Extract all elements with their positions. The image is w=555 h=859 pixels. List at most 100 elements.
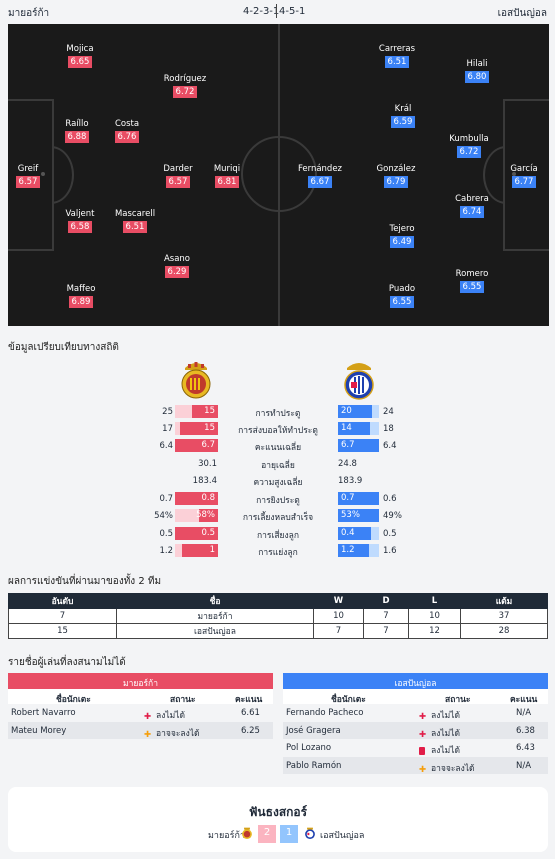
player-name: Romero — [455, 269, 489, 279]
home-team-name[interactable]: มายอร์ก้า — [8, 8, 50, 19]
list-item[interactable]: Fernando Pacheco ✚ ลงไม่ได้ N/A — [283, 704, 548, 722]
away-player[interactable]: Cabrera 6.74 — [442, 194, 502, 218]
player-rating: 6.57 — [15, 176, 41, 188]
unavailable-status: ลงไม่ได้ — [156, 711, 186, 721]
list-item[interactable]: Pol Lozano ลงไม่ได้ 6.43 — [283, 739, 548, 757]
unavailable-status: ลงไม่ได้ — [431, 728, 461, 739]
stat-away-bar: 20 — [338, 405, 379, 418]
stat-row: 25 15 การทำประตู 20 24 — [0, 404, 555, 420]
h2h-cell[interactable]: เอสปันญ่อล — [116, 623, 314, 639]
list-item[interactable]: José Gragera ✚ ลงไม่ได้ 6.38 — [283, 721, 548, 740]
home-player[interactable]: Mojica 6.65 — [50, 44, 110, 68]
player-rating: 6.79 — [383, 176, 409, 188]
h2h-cell: 7 — [363, 623, 409, 639]
unavailable-status: ลงไม่ได้ — [431, 711, 461, 721]
away-player[interactable]: Carreras 6.51 — [367, 44, 427, 68]
unavailable-player-name: Mateu Morey — [11, 725, 67, 736]
away-player[interactable]: García 6.77 — [494, 164, 549, 188]
stat-home-bar: 15 — [175, 422, 218, 435]
home-player[interactable]: Raíllo 6.88 — [47, 119, 107, 143]
home-player[interactable]: Mascarell 6.51 — [105, 209, 165, 233]
player-rating: 6.51 — [384, 56, 410, 68]
home-player[interactable]: Rodríguez 6.72 — [155, 74, 215, 98]
home-player[interactable]: Greif 6.57 — [8, 164, 58, 188]
pitch-penalty-box-right — [503, 99, 549, 251]
h2h-col-l: L — [408, 593, 461, 609]
stat-away-average: 0.5 — [383, 529, 397, 539]
away-team-logo-icon — [305, 827, 315, 840]
h2h-cell: 10 — [313, 608, 364, 624]
lineup-pitch: Greif 6.57 Mojica 6.65 Raíllo 6.88 Valjent 6… — [8, 24, 549, 326]
unavailable-rating: N/A — [516, 708, 532, 718]
home-player[interactable]: Darder 6.57 — [148, 164, 208, 188]
prediction-away-team[interactable]: เอสปันญ่อล — [320, 831, 365, 841]
player-rating: 6.74 — [459, 206, 485, 218]
home-unavailable-header: มายอร์ก้า — [8, 673, 273, 689]
stat-away-value: 24.8 — [338, 459, 357, 469]
stat-away-average: 24 — [383, 407, 394, 417]
stat-away-value: 1.2 — [341, 545, 355, 555]
away-player[interactable]: Romero 6.55 — [442, 269, 502, 293]
stat-home-value: 15 — [204, 406, 215, 416]
stat-home-bar-fill — [182, 544, 218, 557]
stat-home-value: 15 — [204, 423, 215, 433]
table-row: 7 มายอร์ก้า 10 7 10 37 — [8, 608, 548, 624]
away-player[interactable]: Puado 6.55 — [372, 284, 432, 308]
unavailable-rating: 6.43 — [516, 743, 535, 753]
stat-label: คะแนนเฉลี่ย — [254, 443, 302, 453]
stat-away-bar: 6.7 — [338, 439, 379, 452]
list-item[interactable]: Mateu Morey ✚ อาจจะลงได้ 6.25 — [8, 721, 273, 740]
stat-away-bar: 14 — [338, 422, 379, 435]
away-team-name[interactable]: เอสปันญ่อล — [497, 8, 547, 19]
list-item[interactable]: Pablo Ramón ✚ อาจจะลงได้ N/A — [283, 756, 548, 775]
stat-away-value: 183.9 — [338, 476, 363, 486]
home-player[interactable]: Muriqi 6.81 — [197, 164, 257, 188]
prediction-home-score: 2 — [258, 825, 276, 843]
prediction-home-team[interactable]: มายอร์ก้า — [207, 831, 245, 841]
stat-away-bar-fill — [338, 492, 379, 505]
unavailable-rating: 6.38 — [516, 725, 535, 736]
stat-home-bar-fill — [175, 492, 218, 505]
away-player[interactable]: Hilali 6.80 — [447, 59, 507, 83]
pitch-penalty-box-left — [8, 99, 54, 251]
score-prediction-card: ฟันธงสกอร์ มายอร์ก้า 2 1 เอสปันญ่อล — [8, 787, 548, 852]
away-player[interactable]: Fernández 6.67 — [290, 164, 350, 188]
away-player[interactable]: Kumbulla 6.72 — [439, 134, 499, 158]
list-item[interactable]: Robert Navarro ✚ ลงไม่ได้ 6.61 — [8, 704, 273, 722]
player-rating: 6.67 — [307, 176, 333, 188]
away-player[interactable]: Tejero 6.49 — [372, 224, 432, 248]
stat-label: อายุเฉลี่ย — [261, 461, 295, 471]
stat-away-bar-fill — [338, 509, 379, 522]
player-rating: 6.58 — [67, 221, 93, 233]
stat-row: 30.1 อายุเฉลี่ย 24.8 — [0, 456, 555, 472]
stat-away-average: 18 — [383, 424, 394, 434]
home-player[interactable]: Valjent 6.58 — [50, 209, 110, 233]
col-player: ชื่อนักเตะ — [331, 695, 366, 705]
stat-row: 183.4 ความสูงเฉลี่ย 183.9 — [0, 473, 555, 489]
h2h-col-points: แต้ม — [460, 593, 548, 609]
col-status: สถานะ — [445, 695, 471, 705]
home-player[interactable]: Costa 6.76 — [97, 119, 157, 143]
player-name: Kumbulla — [449, 134, 489, 144]
h2h-cell: 28 — [460, 623, 548, 639]
unavailable-player-name: Fernando Pacheco — [286, 708, 364, 718]
stat-away-value: 14 — [341, 423, 352, 433]
home-player[interactable]: Maffeo 6.89 — [51, 284, 111, 308]
player-name: Fernández — [297, 164, 343, 174]
stat-away-average: 6.4 — [383, 441, 397, 451]
away-player[interactable]: Král 6.59 — [373, 104, 433, 128]
player-rating: 6.72 — [172, 86, 198, 98]
unavailable-player-name: Robert Navarro — [11, 708, 76, 718]
col-rating: คะแนน — [510, 695, 538, 705]
player-name: Tejero — [389, 224, 415, 234]
player-name: Hilali — [466, 59, 488, 69]
home-player[interactable]: Asano 6.29 — [147, 254, 207, 278]
stat-home-value: 1 — [209, 545, 215, 555]
h2h-cell: 7 — [363, 608, 409, 624]
away-player[interactable]: González 6.79 — [366, 164, 426, 188]
player-rating: 6.55 — [459, 281, 485, 293]
player-rating: 6.88 — [64, 131, 90, 143]
stat-away-bar: 0.7 — [338, 492, 379, 505]
stat-home-value: 30.1 — [198, 459, 217, 469]
h2h-cell[interactable]: มายอร์ก้า — [116, 608, 314, 624]
